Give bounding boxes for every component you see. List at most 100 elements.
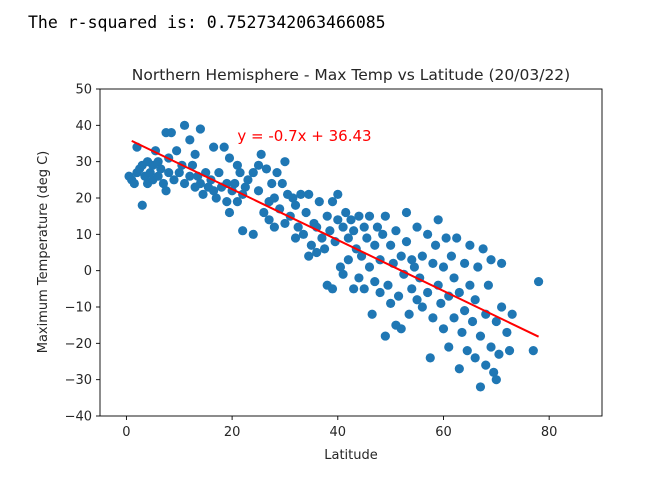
data-point (434, 215, 443, 224)
x-tick-label: 60 (435, 425, 452, 440)
data-point (452, 233, 461, 242)
data-point (130, 179, 139, 188)
chart-title: Northern Hemisphere - Max Temp vs Latitu… (132, 66, 570, 84)
data-point (492, 375, 501, 384)
data-point (378, 230, 387, 239)
data-point (238, 226, 247, 235)
data-point (381, 331, 390, 340)
data-point (370, 277, 379, 286)
data-point (360, 222, 369, 231)
data-point (442, 233, 451, 242)
data-point (249, 230, 258, 239)
data-point (428, 259, 437, 268)
data-point (333, 190, 342, 199)
data-point (296, 190, 305, 199)
data-point (196, 179, 205, 188)
y-tick-label: 20 (75, 192, 92, 207)
data-point (381, 212, 390, 221)
data-point (291, 233, 300, 242)
data-point (460, 259, 469, 268)
data-point (447, 252, 456, 261)
data-point (191, 150, 200, 159)
data-point (362, 233, 371, 242)
data-point (423, 230, 432, 239)
data-point (486, 255, 495, 264)
data-point (254, 161, 263, 170)
y-tick-label: 0 (84, 264, 92, 279)
data-point (172, 146, 181, 155)
data-point (267, 179, 276, 188)
data-point (465, 281, 474, 290)
x-axis-label: Latitude (324, 448, 378, 463)
data-point (497, 259, 506, 268)
data-point (344, 255, 353, 264)
data-point (473, 262, 482, 271)
data-point (391, 226, 400, 235)
data-point (484, 281, 493, 290)
data-point (383, 281, 392, 290)
x-tick-label: 20 (224, 425, 241, 440)
data-point (225, 153, 234, 162)
x-tick-label: 80 (541, 425, 558, 440)
data-point (370, 241, 379, 250)
data-point (346, 215, 355, 224)
data-point (278, 179, 287, 188)
data-point (196, 124, 205, 133)
data-point (405, 310, 414, 319)
data-point (360, 284, 369, 293)
data-point (375, 288, 384, 297)
data-point (423, 288, 432, 297)
data-point (505, 346, 514, 355)
data-point (365, 212, 374, 221)
data-point (301, 208, 310, 217)
data-point (312, 248, 321, 257)
y-tick-label: 50 (75, 83, 92, 98)
data-point (214, 168, 223, 177)
data-point (412, 222, 421, 231)
data-point (386, 241, 395, 250)
data-point (304, 252, 313, 261)
y-tick-label: −40 (65, 410, 92, 425)
data-point (180, 121, 189, 130)
data-point (354, 273, 363, 282)
data-point (494, 350, 503, 359)
data-point (460, 306, 469, 315)
data-point (481, 361, 490, 370)
data-point (257, 150, 266, 159)
regression-equation-label: y = -0.7x + 36.43 (237, 127, 371, 145)
data-point (444, 342, 453, 351)
y-tick-label: −20 (65, 337, 92, 352)
data-point (476, 331, 485, 340)
data-point (463, 346, 472, 355)
data-point (457, 328, 466, 337)
data-point (262, 164, 271, 173)
data-point (328, 284, 337, 293)
regression-line (132, 141, 539, 337)
data-point (320, 244, 329, 253)
data-point (397, 324, 406, 333)
data-point (368, 310, 377, 319)
data-point (167, 128, 176, 137)
data-point (386, 299, 395, 308)
data-point (161, 186, 170, 195)
data-point (486, 342, 495, 351)
data-point (529, 346, 538, 355)
data-point (436, 299, 445, 308)
data-point (407, 284, 416, 293)
data-point (449, 273, 458, 282)
data-point (354, 212, 363, 221)
data-point (479, 244, 488, 253)
data-point (449, 313, 458, 322)
data-point (315, 197, 324, 206)
data-point (225, 208, 234, 217)
data-point (185, 172, 194, 181)
data-point (426, 353, 435, 362)
data-point (270, 222, 279, 231)
data-point (502, 328, 511, 337)
data-point (476, 382, 485, 391)
x-tick-label: 0 (122, 425, 130, 440)
data-point (209, 143, 218, 152)
data-point (212, 193, 221, 202)
data-point (291, 201, 300, 210)
